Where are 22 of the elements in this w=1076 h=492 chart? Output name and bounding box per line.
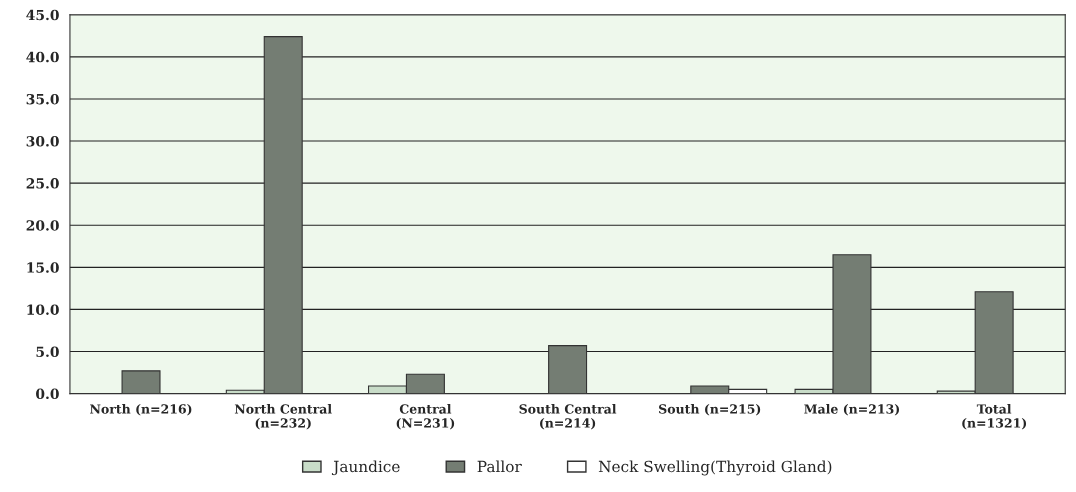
y-tick-label: 25.0	[26, 178, 59, 189]
x-tick-label: North Central (n=232)	[234, 404, 332, 430]
y-tick-label: 15.0	[27, 262, 59, 273]
legend-label: Jaundice	[331, 460, 400, 476]
y-tick-label: 20.0	[26, 220, 59, 231]
y-tick-label: 0.0	[36, 388, 59, 400]
x-tick-label: South (n=215)	[659, 404, 761, 416]
x-tick-label: South Central (n=214)	[519, 404, 617, 430]
y-tick-label: 10.0	[27, 304, 59, 315]
legend-label: Pallor	[477, 460, 522, 473]
y-tick-label: 30.0	[26, 136, 59, 147]
y-tick-label: 5.0	[36, 346, 59, 357]
bar	[121, 370, 161, 394]
y-tick-label: 35.0	[26, 93, 59, 105]
bar	[548, 345, 588, 394]
x-tick-label: Total (n=1321)	[962, 404, 1027, 430]
x-tick-label: Male (n=213)	[804, 404, 900, 416]
y-tick-label: 45.0	[26, 9, 59, 21]
legend-label: Neck Swelling(Thyroid Gland)	[598, 460, 832, 476]
x-tick-label: North (n=216)	[90, 404, 192, 416]
y-tick-label: 40.0	[26, 51, 59, 63]
x-tick-label: Central (N=231)	[396, 404, 455, 430]
